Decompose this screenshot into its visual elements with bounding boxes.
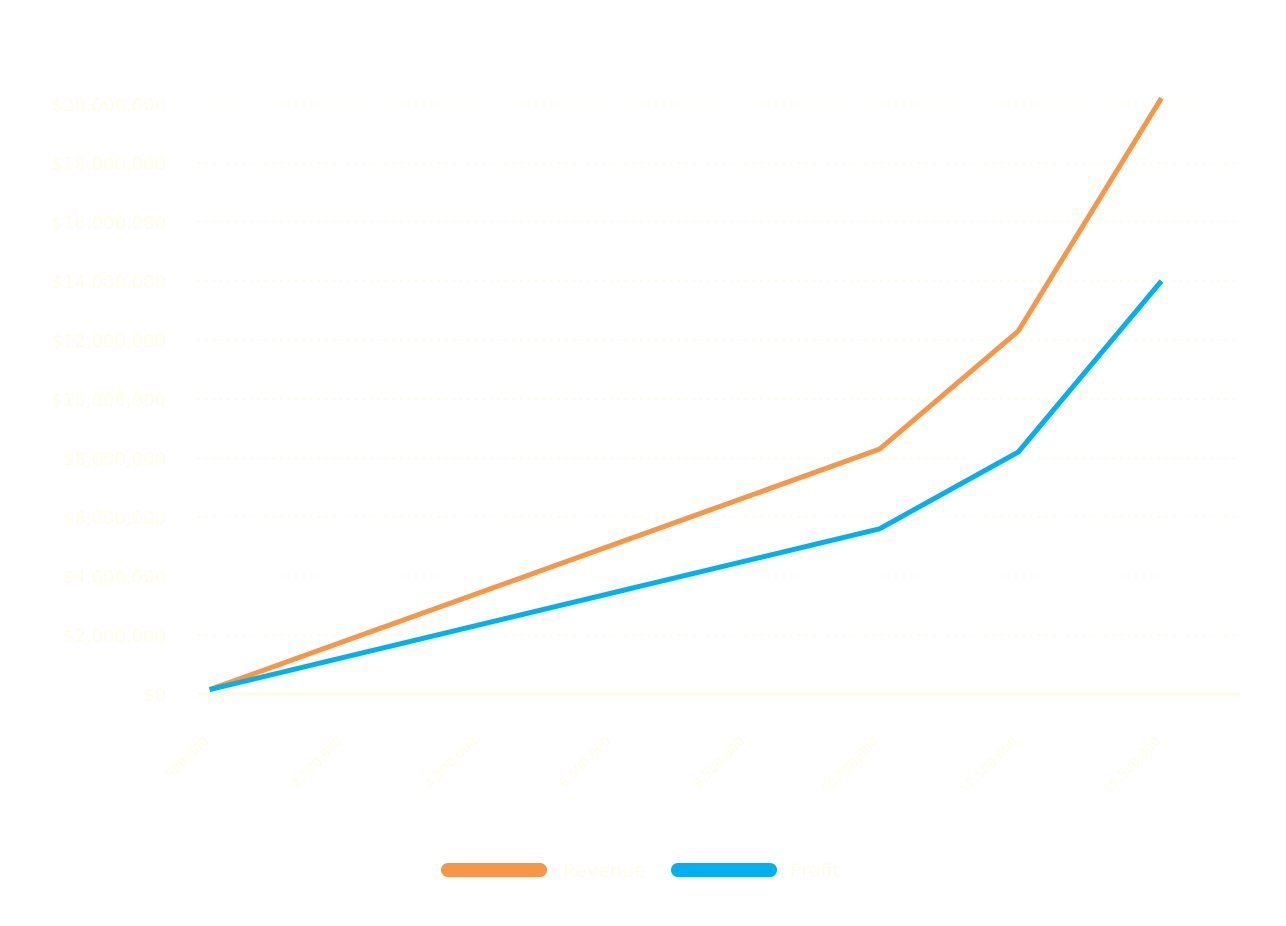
x-tick-label: 10,500,000 (819, 734, 882, 797)
series-lines (208, 96, 1164, 693)
y-tick-label: $8,000,000 (63, 449, 166, 470)
y-tick-label: $4,000,000 (63, 567, 166, 588)
legend-label-profit: Profit (790, 860, 840, 882)
y-axis-labels: $0 $2,000,000 $4,000,000 $6,000,000 $8,000,0… (51, 95, 166, 706)
y-tick-label: $12,000,000 (51, 331, 166, 352)
x-tick-label: 8,500,000 (691, 734, 748, 791)
x-tick-label: 4,500,000 (423, 734, 480, 791)
y-tick-label: $10,000,000 (51, 390, 166, 411)
y-tick-label: $14,000,000 (51, 272, 166, 293)
x-tick-label: 15,500,000 (1101, 734, 1164, 797)
x-axis-labels: 500,000 2,500,000 4,500,000 6,500,000 8,500,… (164, 734, 1165, 797)
x-tick-label: 12,500,000 (958, 734, 1021, 797)
x-tick-label: 2,500,000 (289, 734, 346, 791)
y-tick-label: $20,000,000 (51, 95, 166, 116)
y-tick-label: $0 (143, 685, 166, 706)
y-tick-label: $2,000,000 (63, 626, 166, 647)
grid-lines (197, 103, 1241, 636)
x-tick-label: 6,500,000 (557, 734, 614, 791)
legend-label-revenue: Revenue (563, 860, 646, 882)
y-tick-label: $18,000,000 (51, 154, 166, 175)
series-line-revenue (208, 96, 1164, 692)
x-tick-label: 500,000 (164, 734, 213, 783)
series-line-profit (208, 279, 1164, 693)
legend: Revenue Profit (441, 860, 840, 882)
y-tick-label: $16,000,000 (51, 213, 166, 234)
y-tick-label: $6,000,000 (63, 508, 166, 529)
